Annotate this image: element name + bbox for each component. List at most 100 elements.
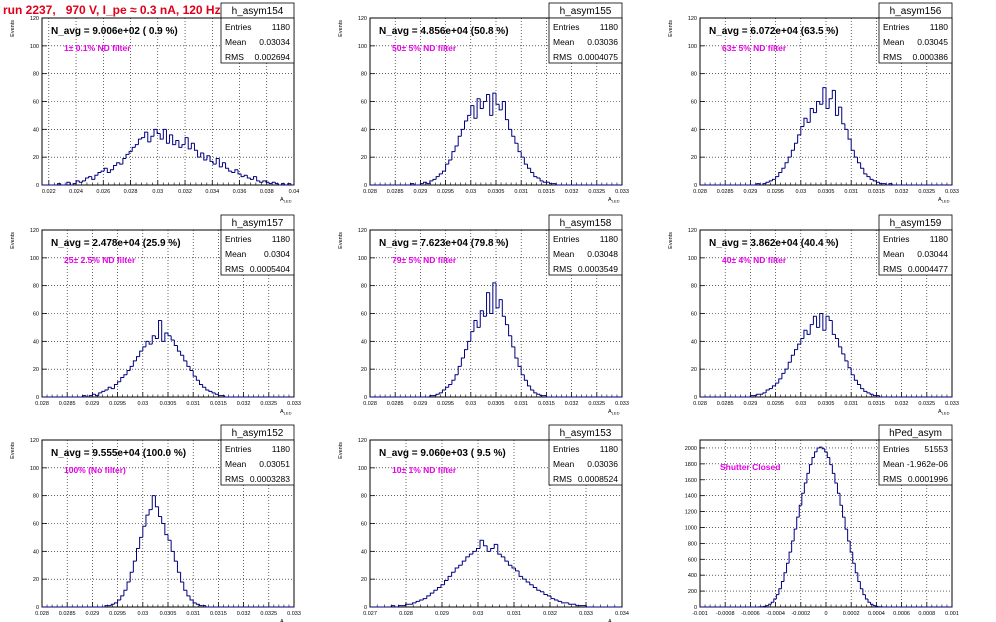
histogram-bin: [214, 392, 219, 395]
histogram-bin: [228, 168, 232, 172]
y-tick-label: 60: [691, 100, 697, 106]
x-tick-label: 0.032: [565, 189, 579, 195]
y-tick-label: 100: [358, 256, 367, 262]
histogram-bin: [532, 584, 537, 589]
histogram-bin: [803, 117, 808, 127]
x-axis-title: ALED: [280, 197, 292, 204]
stats-rms-value: 0.0008524: [578, 474, 618, 484]
histogram-bin: [825, 87, 830, 109]
filter-note: 63± 5% ND filter: [722, 43, 787, 53]
histogram-bin: [549, 182, 553, 185]
histogram-bin: [806, 330, 811, 335]
x-tick-label: -0.001: [692, 611, 708, 617]
stats-body: [878, 17, 953, 64]
histogram-bin: [550, 595, 555, 600]
histogram-panel-h_asym158: 0.028 0.0285 0.029 0.0295 0.03 0.0305 0.031 0.0…: [338, 214, 629, 416]
x-tick-label: 0.0295: [437, 189, 454, 195]
x-axis-title: ALED: [280, 619, 292, 622]
histogram-bin: [554, 598, 559, 601]
histogram-bin: [543, 591, 548, 595]
histogram-bin: [530, 385, 534, 391]
x-tick-label: 0.032: [178, 189, 192, 195]
histogram-bin: [798, 504, 802, 518]
x-tick-label: 0.03: [152, 189, 163, 195]
x-tick-label: 0.033: [945, 189, 959, 195]
histogram-bin: [173, 339, 178, 347]
y-tick-label: 80: [361, 284, 367, 290]
histogram-bin: [765, 389, 770, 393]
y-tick-label: 40: [361, 549, 367, 555]
stats-body: [878, 229, 953, 276]
histogram-bin: [435, 393, 440, 396]
x-tick-label: 0.0315: [868, 401, 885, 407]
stats-rms-label: RMS: [553, 52, 572, 62]
x-tick-label: 0.03: [137, 401, 148, 407]
histogram-bin: [176, 345, 181, 352]
histogram-bin: [426, 182, 430, 185]
y-tick-label: 40: [33, 339, 39, 345]
histogram-bin: [120, 595, 124, 601]
y-tick-label: 1600: [685, 478, 697, 484]
histogram-bin: [853, 150, 858, 158]
histogram-bin: [184, 137, 189, 145]
stats-rms-value: 0.0001996: [908, 474, 948, 484]
stats-mean-value: 0.03051: [259, 459, 290, 469]
histogram-bin: [762, 183, 767, 185]
histogram-bin: [771, 178, 776, 181]
histogram-bin: [448, 159, 452, 165]
y-tick-label: 120: [30, 438, 39, 444]
x-tick-label: 0.032: [565, 401, 579, 407]
histogram-bin: [164, 332, 168, 342]
histogram-bin: [517, 358, 522, 367]
histogram-bin: [467, 114, 471, 121]
stats-rms-label: RMS: [225, 264, 244, 274]
histogram-bin: [110, 387, 115, 390]
histogram-bin: [464, 120, 468, 130]
histogram-bin: [262, 180, 266, 183]
histogram-bin: [546, 594, 552, 597]
x-tick-label: 0.03: [795, 401, 806, 407]
histogram-bin: [808, 464, 812, 474]
stats-rms-label: RMS: [883, 264, 902, 274]
histogram-bin: [768, 603, 772, 606]
histogram-bin: [486, 94, 490, 102]
x-tick-label: 0.027: [363, 611, 377, 617]
x-tick-label: 0.0285: [717, 189, 734, 195]
y-tick-label: 400: [688, 573, 697, 579]
x-tick-label: 0.029: [435, 611, 449, 617]
histogram-bin: [790, 149, 795, 158]
y-tick-label: 2000: [685, 446, 697, 452]
x-tick-label: 0.029: [744, 401, 758, 407]
y-axis-title: Events: [10, 232, 16, 249]
y-tick-label: 20: [33, 367, 39, 373]
histogram-bin: [136, 356, 140, 361]
stats-rms-value: 0.0005404: [250, 264, 290, 274]
histogram-bin: [161, 516, 165, 524]
filter-note: 40± 4% ND filter: [722, 255, 787, 265]
histogram-bin: [162, 128, 167, 140]
histogram-bin: [533, 390, 537, 394]
histogram-bin: [404, 603, 410, 606]
x-tick-label: 0.028: [693, 401, 707, 407]
histogram-bin: [205, 605, 209, 608]
histogram-bin: [423, 181, 427, 184]
x-tick-label: 0.0295: [109, 611, 126, 617]
stats-box: h_asym159 Entries 1180 Mean 0.03044 RMS 0.0004…: [878, 214, 953, 276]
histogram-bin: [847, 360, 852, 369]
histogram-panel-h_asym159: 0.028 0.0285 0.029 0.0295 0.03 0.0305 0.031 0.0…: [668, 214, 959, 416]
histogram-bin: [412, 602, 417, 605]
histogram-bin: [290, 183, 294, 186]
x-tick-label: -0.0006: [741, 611, 760, 617]
histogram-bin: [243, 174, 248, 177]
x-tick-label: 0.0285: [387, 189, 404, 195]
histogram-bin: [586, 605, 591, 608]
histogram-bin: [872, 394, 877, 397]
histogram-bin: [891, 183, 896, 186]
x-tick-label: 0.0325: [588, 189, 605, 195]
histogram-bin: [95, 394, 99, 397]
histogram-bin: [860, 162, 864, 169]
histogram-bin: [454, 374, 459, 381]
histogram-bin: [66, 181, 70, 185]
histogram-bin: [762, 392, 767, 395]
